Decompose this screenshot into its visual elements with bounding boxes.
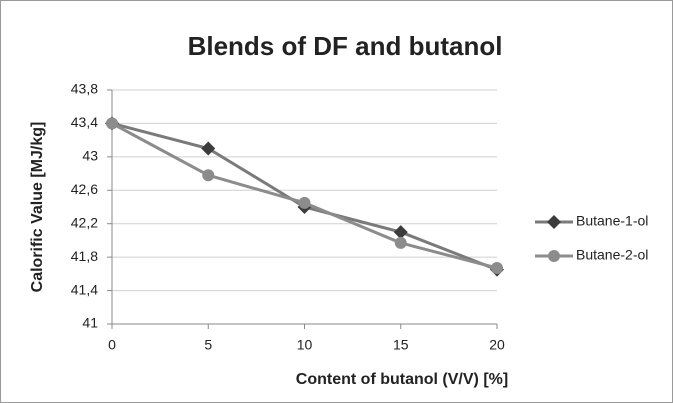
marker: [394, 236, 407, 249]
x-tick-label: 5: [204, 337, 212, 353]
marker: [201, 141, 216, 156]
marker: [202, 169, 215, 182]
y-tick-label: 41: [82, 315, 98, 331]
legend-marker: [548, 250, 560, 262]
y-axis-label: Calorific Value [MJ/kg]: [29, 122, 46, 293]
y-tick-label: 43: [82, 148, 98, 164]
y-tick-label: 43,8: [71, 81, 98, 97]
chart-title: Blends of DF and butanol: [188, 31, 503, 61]
x-tick-label: 10: [297, 337, 313, 353]
x-tick-label: 15: [393, 337, 409, 353]
y-tick-label: 42,2: [71, 214, 98, 230]
y-tick-label: 41,8: [71, 248, 98, 264]
x-tick-label: 20: [489, 337, 505, 353]
y-tick-label: 42,6: [71, 181, 98, 197]
y-tick-label: 41,4: [71, 281, 98, 297]
y-tick-label: 43,4: [71, 114, 98, 130]
marker: [393, 225, 408, 240]
x-tick-label: 0: [108, 337, 116, 353]
legend-label: Butane-2-ol: [576, 247, 648, 263]
x-axis-label: Content of butanol (V/V) [%]: [296, 371, 508, 388]
marker: [298, 196, 311, 209]
marker: [106, 117, 118, 130]
legend-label: Butane-1-ol: [576, 213, 648, 229]
marker: [491, 262, 503, 275]
legend-marker: [547, 215, 561, 229]
